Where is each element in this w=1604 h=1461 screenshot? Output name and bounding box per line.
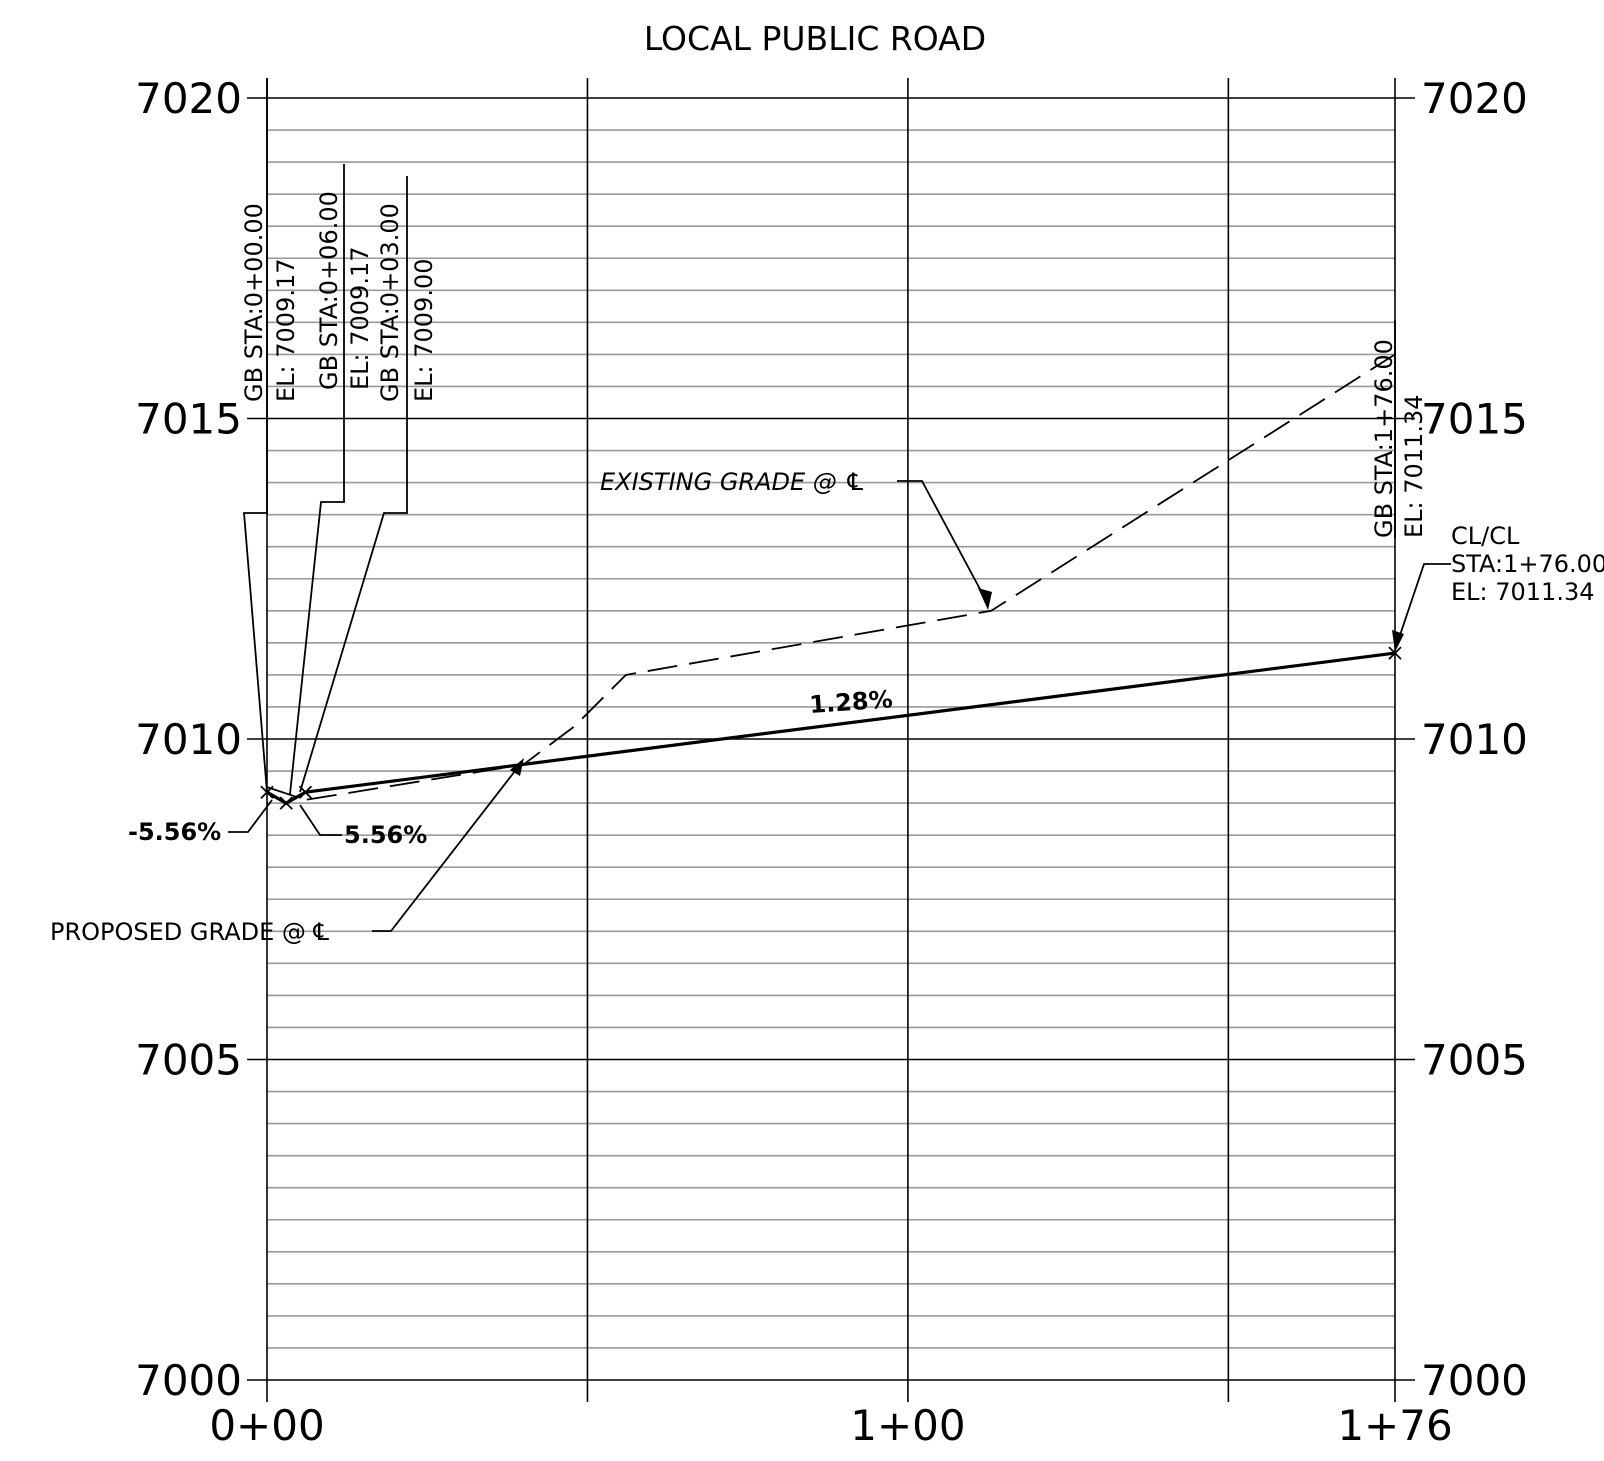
gb-leader-0-03 xyxy=(299,176,408,793)
grade-break-marker xyxy=(1388,646,1402,660)
existing-grade-label: EXISTING GRADE @ ℄ xyxy=(600,468,866,496)
clcl-label: CL/CL xyxy=(1451,522,1520,550)
y-tick-label-left: 7010 xyxy=(135,715,242,764)
x-tick-label: 1+00 xyxy=(850,1401,965,1450)
slope-right-leader xyxy=(299,804,342,836)
y-tick-label-left: 7015 xyxy=(135,395,242,444)
slope-label-left: -5.56% xyxy=(128,818,221,846)
gb-station-1-76: GB STA:1+76.00 xyxy=(1370,339,1398,538)
gb-elevation-0-00: EL: 7009.17 xyxy=(272,259,300,403)
existing-grade-leader xyxy=(897,480,989,605)
proposed-grade-callout: PROPOSED GRADE @ ℄ xyxy=(50,758,524,946)
slope-left-leader xyxy=(228,799,273,833)
y-tick-label-right: 7010 xyxy=(1421,715,1528,764)
clcl-station: STA:1+76.00 xyxy=(1451,550,1604,578)
slope-label-main: 1.28% xyxy=(808,685,893,719)
y-tick-label-left: 7000 xyxy=(135,1356,242,1405)
grade-break-label-0-03: GB STA:0+03.00 EL: 7009.00 xyxy=(376,203,438,402)
gb-leader-0-06 xyxy=(289,164,345,795)
proposed-grade-label: PROPOSED GRADE @ ℄ xyxy=(50,918,330,946)
grade-break-marker xyxy=(279,796,293,810)
x-tick-label: 0+00 xyxy=(209,1401,324,1450)
grid xyxy=(247,78,1415,1402)
proposed-grade-arrowhead xyxy=(510,758,524,776)
clcl-elevation: EL: 7011.34 xyxy=(1451,578,1595,606)
slope-label-right: 5.56% xyxy=(344,821,427,849)
slope-labels: 1.28% -5.56% 5.56% xyxy=(128,685,893,849)
grade-break-label-0-06: GB STA:0+06.00 EL: 7009.17 xyxy=(315,191,374,390)
y-tick-label-right: 7005 xyxy=(1421,1036,1528,1085)
grade-break-marker xyxy=(260,785,274,799)
clcl-arrowhead xyxy=(1392,630,1404,652)
grade-break-label-0-00: GB STA:0+00.00 EL: 7009.17 xyxy=(240,203,300,402)
gb-station-0-00: GB STA:0+00.00 xyxy=(240,203,268,402)
gb-leaders xyxy=(243,78,1396,795)
gb-elevation-0-06: EL: 7009.17 xyxy=(346,247,374,391)
grade-break-label-1-76: GB STA:1+76.00 EL: 7011.34 xyxy=(1370,339,1428,538)
existing-grade-arrowhead xyxy=(978,588,992,610)
gb-leader-0-00 xyxy=(243,78,268,793)
y-tick-label-right: 7000 xyxy=(1421,1356,1528,1405)
proposed-grade-leader xyxy=(372,761,523,932)
gb-station-0-03: GB STA:0+03.00 xyxy=(376,203,404,402)
y-tick-label-right: 7020 xyxy=(1421,74,1528,123)
gb-station-0-06: GB STA:0+06.00 xyxy=(315,191,343,390)
x-tick-label: 1+76 xyxy=(1337,1401,1452,1450)
existing-grade-callout: EXISTING GRADE @ ℄ xyxy=(600,468,992,610)
grade-break-marker xyxy=(298,785,313,799)
clcl-leader xyxy=(1396,563,1451,645)
existing-grade-line xyxy=(266,353,1396,801)
y-tick-label-right: 7015 xyxy=(1421,395,1528,444)
y-tick-label-left: 7020 xyxy=(135,74,242,123)
gb-elevation-0-03: EL: 7009.00 xyxy=(410,259,438,403)
y-tick-label-left: 7005 xyxy=(135,1036,242,1085)
grade-break-markers xyxy=(260,646,1402,810)
gb-elevation-1-76: EL: 7011.34 xyxy=(1400,395,1428,539)
drawing-title: LOCAL PUBLIC ROAD xyxy=(644,19,986,58)
axis-labels: 7000 7000 7005 7005 7010 7010 7015 7015 7020 7020… xyxy=(135,74,1528,1450)
clcl-callout: CL/CL STA:1+76.00 EL: 7011.34 xyxy=(1392,522,1604,652)
proposed-grade-line xyxy=(266,651,1396,805)
